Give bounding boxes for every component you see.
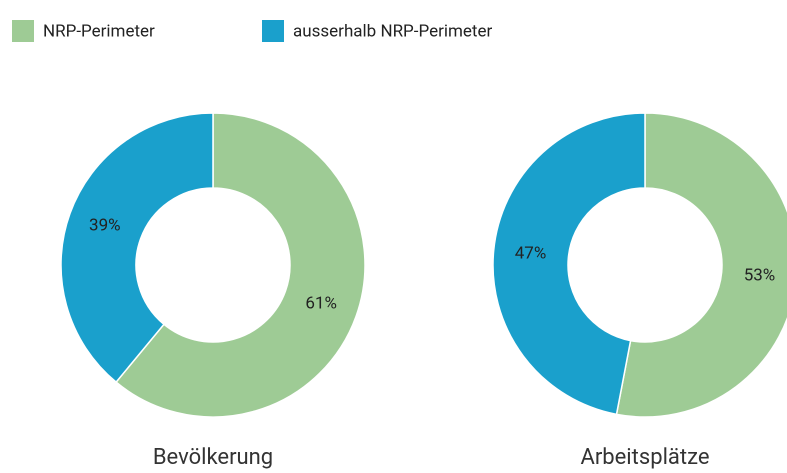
- data-label: 39%: [89, 216, 121, 236]
- legend-label: ausserhalb NRP-Perimeter: [293, 21, 492, 41]
- data-label: 53%: [744, 265, 776, 285]
- legend-swatch: [12, 20, 34, 42]
- data-label: 61%: [305, 293, 337, 313]
- chart-title: Arbeitsplätze: [580, 445, 709, 470]
- donut-slice: [115, 112, 366, 418]
- chart-title: Bevölkerung: [153, 445, 273, 470]
- legend-swatch: [262, 20, 284, 42]
- donut-slice: [60, 112, 214, 384]
- data-label: 47%: [515, 244, 547, 264]
- legend-label: NRP-Perimeter: [43, 21, 155, 41]
- donut-slice: [615, 112, 787, 418]
- donut-slice: [492, 112, 646, 416]
